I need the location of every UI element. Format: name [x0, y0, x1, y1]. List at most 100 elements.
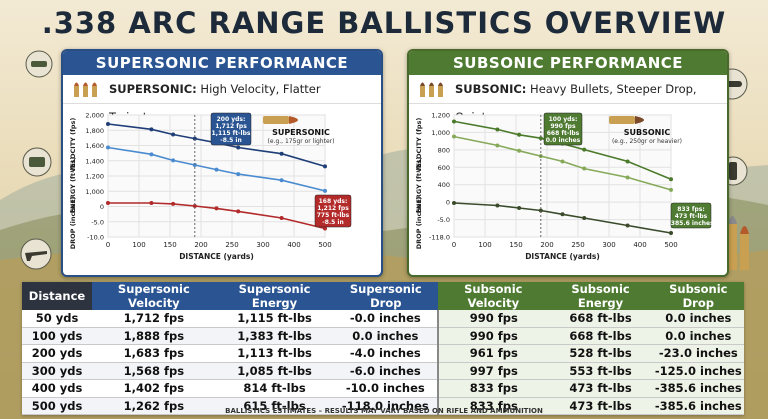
- table-cell: 833 fps: [437, 379, 549, 398]
- table-cell: -118.0 inches: [333, 397, 439, 415]
- x-axis-label: DISTANCE (yards): [179, 252, 254, 261]
- y-tick-label: -118.0: [429, 234, 450, 242]
- data-point-velocity: [106, 122, 110, 127]
- series-line-energy: [453, 135, 672, 191]
- table-cell: -125.0 inches: [652, 362, 744, 380]
- table-cell: 990 fps: [437, 310, 549, 328]
- table-row: 500 yds 1,262 fps 615 ft-lbs -118.0 inch…: [22, 397, 744, 415]
- table-cell: 961 fps: [437, 344, 549, 363]
- data-point-velocity: [279, 151, 284, 156]
- data-point-energy: [517, 148, 522, 153]
- callout-top-text: 100 yds:: [549, 116, 578, 123]
- data-point-drop: [214, 206, 219, 211]
- data-point-velocity: [452, 119, 456, 124]
- table-cell: 668 ft-lbs: [548, 310, 653, 328]
- data-point-energy: [452, 134, 456, 139]
- callout-top-text: 1,712 fps: [215, 123, 247, 130]
- data-point-velocity: [582, 147, 587, 152]
- data-point-drop: [560, 212, 565, 217]
- table-cell: -4.0 inches: [333, 344, 439, 363]
- data-point-drop: [279, 216, 284, 220]
- x-axis-label: DISTANCE (yards): [525, 252, 600, 261]
- y-tick-label: 1,000: [85, 188, 104, 196]
- table-cell: 1,402 fps: [92, 379, 216, 398]
- subsonic-panel-header: SUBSONIC PERFORMANCE: [409, 51, 727, 75]
- table-cell: 1,115 ft-lbs: [215, 310, 334, 328]
- y-axis-label: VELOCITY (fps): [415, 118, 423, 173]
- callout-top-text: 990 fps: [550, 123, 576, 130]
- callout-top-text: 200 yds:: [217, 116, 246, 123]
- table-cell: -10.0 inches: [333, 379, 439, 398]
- y-axis-label: ENERGY (ft-lbs): [415, 157, 423, 214]
- data-point-velocity: [517, 132, 522, 137]
- table-cell: 814 ft-lbs: [215, 379, 334, 398]
- callout-top-text: 1,115 ft-lbs: [212, 130, 251, 137]
- y-tick-label: 1,400: [85, 157, 104, 165]
- data-point-drop: [452, 201, 456, 205]
- y-tick-label: -10.0: [87, 234, 104, 242]
- x-tick-label: 200: [540, 241, 553, 249]
- table-cell: -6.0 inches: [333, 362, 439, 380]
- table-cell: 997 fps: [437, 362, 549, 380]
- series-line-energy: [107, 146, 326, 192]
- table-cell: 0.0 inches: [652, 310, 744, 328]
- data-point-drop: [236, 209, 241, 214]
- data-point-energy: [560, 159, 565, 164]
- table-cell: 1,085 ft-lbs: [215, 362, 334, 380]
- table-row: 200 yds 1,683 fps 1,113 ft-lbs -4.0 inch…: [22, 344, 744, 363]
- table-cell: 615 ft-lbs: [215, 397, 334, 415]
- table-cell: 833 fps: [437, 397, 549, 415]
- page-title: .338 ARC RANGE BALLISTICS OVERVIEW: [41, 6, 727, 40]
- y-tick-label: 1,200: [431, 112, 450, 120]
- callout-top-box: [210, 112, 252, 146]
- data-point-velocity: [323, 164, 327, 169]
- x-tick-label: 100: [478, 241, 491, 249]
- x-tick-label: 150: [163, 241, 176, 249]
- bullet-label: SUBSONIC: [624, 128, 671, 137]
- series-line-drop: [453, 202, 672, 234]
- subsonic-subtitle: SUBSONIC: Heavy Bullets, Steeper Drop, Q…: [409, 75, 727, 124]
- data-point-drop: [538, 208, 543, 213]
- table-cell: -385.6 inches: [652, 379, 744, 398]
- x-tick-label: 400: [633, 241, 646, 249]
- y-tick-label: 1,000: [431, 129, 450, 137]
- x-tick-label: 200: [194, 241, 207, 249]
- data-point-energy: [192, 163, 197, 167]
- bullets-icon: [74, 82, 97, 97]
- table-cell: 553 ft-lbs: [548, 362, 653, 380]
- col-header-subsonic-energy: Subsonic Energy: [548, 282, 653, 310]
- data-point-drop: [149, 201, 154, 205]
- y-tick-label: 800: [438, 146, 450, 154]
- table-cell: -385.6 inches: [652, 397, 744, 415]
- callout-bottom-text: -385.6 inches: [668, 220, 714, 227]
- series-line-velocity: [107, 123, 326, 168]
- data-point-drop: [495, 203, 500, 208]
- data-point-energy: [495, 143, 500, 148]
- bullets-icon: [420, 82, 443, 97]
- y-tick-label: 0: [446, 199, 450, 207]
- col-header-supersonic-drop: Supersonic Drop: [333, 282, 439, 310]
- data-point-drop: [517, 206, 522, 210]
- table-cell: 50 yds: [22, 310, 92, 328]
- y-tick-label: -5.0: [437, 216, 450, 224]
- table-cell: 528 ft-lbs: [548, 344, 653, 363]
- data-point-drop: [582, 216, 587, 220]
- data-point-drop: [192, 204, 197, 208]
- x-tick-label: 500: [664, 241, 677, 249]
- callout-top-box: [543, 112, 583, 146]
- data-point-energy: [669, 187, 673, 192]
- table-row: 400 yds 1,402 fps 814 ft-lbs -10.0 inche…: [22, 379, 744, 398]
- data-point-energy: [279, 178, 284, 183]
- data-point-velocity: [669, 177, 673, 182]
- table-cell: 1,113 ft-lbs: [215, 344, 334, 363]
- table-cell: 0.0 inches: [652, 327, 744, 345]
- y-tick-label: 1,800: [85, 127, 104, 135]
- data-point-drop: [625, 223, 630, 228]
- table-cell: 1,888 fps: [92, 327, 216, 345]
- y-axis-label: DROP (inches): [415, 197, 423, 250]
- table-cell: 200 yds: [22, 344, 92, 363]
- x-tick-label: 500: [318, 241, 331, 249]
- subsonic-panel: SUBSONIC PERFORMANCE SUBSONIC: Heavy Bul…: [407, 49, 729, 277]
- table-cell: -23.0 inches: [652, 344, 744, 363]
- table-header-row: Distance Supersonic Velocity Supersonic …: [22, 282, 744, 310]
